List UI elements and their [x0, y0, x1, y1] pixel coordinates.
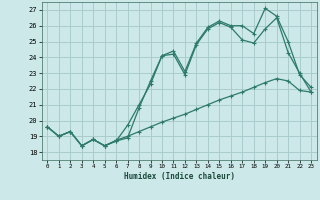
- X-axis label: Humidex (Indice chaleur): Humidex (Indice chaleur): [124, 172, 235, 181]
